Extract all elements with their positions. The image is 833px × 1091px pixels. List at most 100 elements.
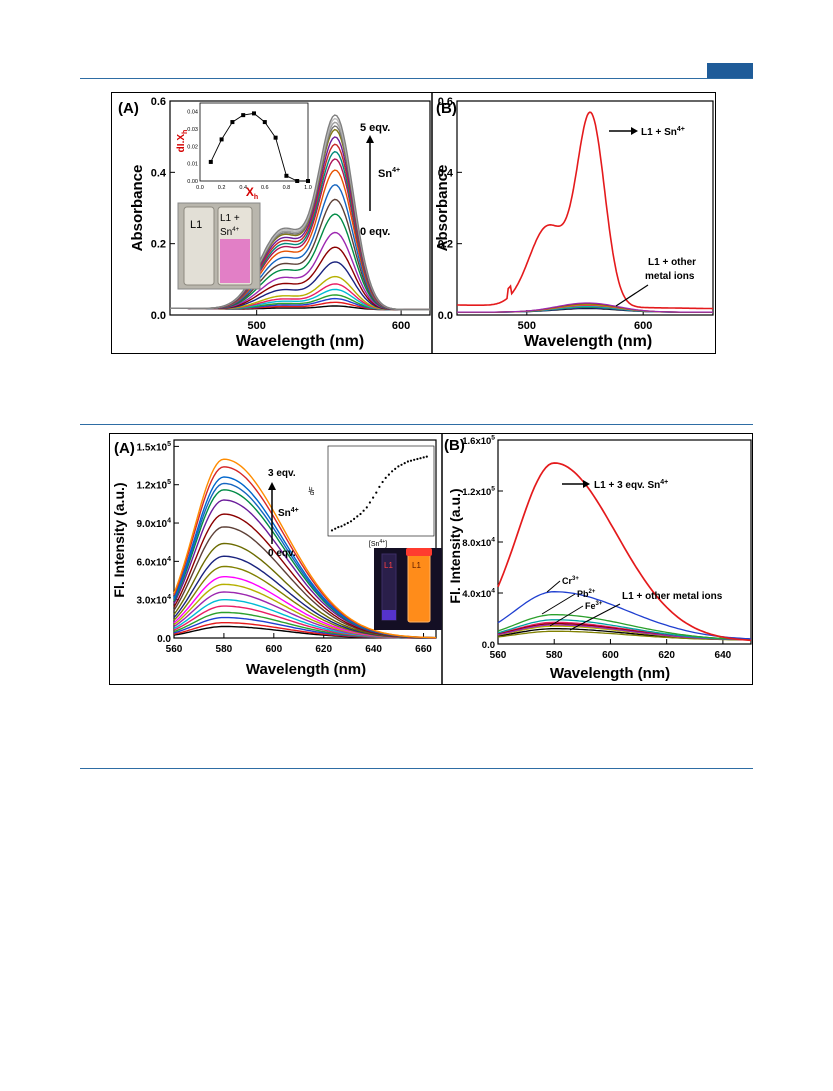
annot-3-eqv: 3 eqv. <box>268 468 296 479</box>
y-axis-label: Fl. Intensity (a.u.) <box>447 488 463 603</box>
figure-2: (A) 0.0 3.0x104 6.0x104 9.0x104 1.2x105 1.5x1… <box>109 433 753 685</box>
inset-x-label: Xh <box>246 185 258 201</box>
inset-point <box>416 457 419 461</box>
tick-label: 620 <box>315 644 332 655</box>
inset-job-plot: 0.0 0.2 0.4 0.6 0.8 1.0 0.00 0.01 0.02 0.03 0.04 d… <box>176 102 312 201</box>
tick-label: 6.0x104 <box>137 556 172 569</box>
inset-point <box>368 501 371 504</box>
vial-l1-glow <box>382 610 396 620</box>
ion-series <box>497 630 751 641</box>
sn-series <box>497 462 752 642</box>
tick-label: 1.5x105 <box>137 441 172 454</box>
fluorescence-photo: L1 L1 <box>374 548 442 630</box>
inset-y-label: dF <box>309 486 316 495</box>
tick-label: 500 <box>247 320 265 332</box>
tick-label: 600 <box>634 320 652 332</box>
inset-point <box>284 173 289 178</box>
ion-series <box>497 614 752 641</box>
inset-point <box>425 455 428 458</box>
fig2-panel-a: (A) 0.0 3.0x104 6.0x104 9.0x104 1.2x105 1.5x1… <box>111 439 442 678</box>
fluorescence-curves <box>173 458 437 639</box>
inset-point <box>362 509 365 512</box>
inset-point <box>384 476 387 479</box>
inset-point <box>419 457 422 460</box>
x-axis-label: Wavelength (nm) <box>550 665 670 682</box>
tick-label: 0.2 <box>438 239 453 251</box>
annot-fe: Fe3+ <box>585 601 603 611</box>
inset-point <box>295 179 300 183</box>
inset-tick-label: 0.0 <box>196 185 204 191</box>
tick-label: 0.6 <box>438 96 453 108</box>
y-ticks: 0.0 0.2 0.4 0.6 <box>151 96 175 322</box>
annot-main: L1 + Sn4+ <box>641 126 685 138</box>
y-axis-label: Absorbance <box>434 165 451 252</box>
inset-tick-label: 0.2 <box>218 185 226 191</box>
tick-label: 600 <box>265 644 282 655</box>
y-ticks: 0.0 3.0x104 6.0x104 9.0x104 1.2x105 1.5x105 <box>137 441 179 645</box>
inset-points <box>330 455 428 532</box>
vial-right-label: L1 <box>412 561 421 570</box>
absorbance-series <box>170 114 430 311</box>
inset-titration: dF [Sn4+] <box>309 445 435 548</box>
annot-other-1: L1 + other <box>648 257 696 268</box>
inset-point <box>252 111 256 116</box>
inset-point <box>330 529 334 532</box>
figure-1-svg: (A) 0.0 0.2 0.4 0.6 500 600 Absorbance Wavel… <box>118 93 714 353</box>
inset-point <box>219 137 224 142</box>
fluorescence-curves <box>497 462 752 642</box>
inset-frame <box>199 102 309 182</box>
vial-cap <box>406 548 432 556</box>
inset-point <box>262 120 267 125</box>
x-axis-label: Wavelength (nm) <box>236 333 364 350</box>
fig1-panel-b: (B) 0.0 0.2 0.4 0.6 500 600 Absorbance Wavel… <box>434 96 714 350</box>
inset-point <box>337 526 340 529</box>
annot-0-eqv: 0 eqv. <box>360 226 390 238</box>
tick-label: 4.0x104 <box>462 588 495 600</box>
annot-cr: Cr3+ <box>562 576 579 586</box>
tick-label: 640 <box>715 650 732 661</box>
inset-point <box>365 506 368 509</box>
inset-y-label: dI.Xh <box>176 130 189 153</box>
x-ticks: 560 580 600 620 640 660 <box>166 633 432 655</box>
figure-2-svg: (A) 0.0 3.0x104 6.0x104 9.0x104 1.2x105 1.5x1… <box>111 434 752 684</box>
plot-frame <box>497 439 752 645</box>
tick-label: 0.0 <box>157 634 171 645</box>
tick-label: 620 <box>658 650 675 661</box>
sn-series <box>457 111 713 310</box>
absorbance-curves <box>170 114 430 311</box>
pointer-fe <box>549 605 584 627</box>
pointer-pb <box>541 593 576 615</box>
vial-right-label-2: Sn4+ <box>220 227 240 238</box>
tick-label: 600 <box>602 650 619 661</box>
inset-point <box>409 459 413 462</box>
inset-point <box>381 480 384 484</box>
tick-label: 640 <box>365 644 382 655</box>
inset-point <box>413 458 416 461</box>
inset-tick-label: 0.4 <box>239 185 247 191</box>
panel-label: (A) <box>114 440 135 457</box>
x-axis-label: Wavelength (nm) <box>246 661 366 678</box>
panel-label: (A) <box>118 100 139 117</box>
plot-frame <box>456 100 714 316</box>
inset-point <box>349 520 353 523</box>
inset-tick-label: 0.6 <box>261 185 269 191</box>
inset-point <box>378 485 381 488</box>
inset-point <box>359 512 362 516</box>
tick-label: 0.6 <box>151 96 166 108</box>
tick-label: 580 <box>546 650 563 661</box>
inset-point <box>400 463 403 466</box>
other-ions-series <box>457 302 713 313</box>
inset-tick-label: 0.00 <box>187 179 198 185</box>
tick-label: 0.4 <box>438 167 454 179</box>
inset-point <box>356 515 359 518</box>
inset-point <box>241 113 246 118</box>
inset-tick-label: 0.02 <box>187 144 198 150</box>
inset-points: 0.0 0.2 0.4 0.6 0.8 1.0 0.00 0.01 0.02 0.03 0.04 <box>187 110 312 191</box>
inset-x-label: [Sn4+] <box>369 539 387 548</box>
ion-series <box>497 591 752 640</box>
inset-point <box>273 135 278 140</box>
vial-l1 <box>183 206 215 286</box>
tick-label: 1.6x105 <box>462 435 495 447</box>
arrow-head <box>631 127 638 135</box>
figure-1: (A) 0.0 0.2 0.4 0.6 500 600 Absorbance Wavel… <box>111 92 716 354</box>
